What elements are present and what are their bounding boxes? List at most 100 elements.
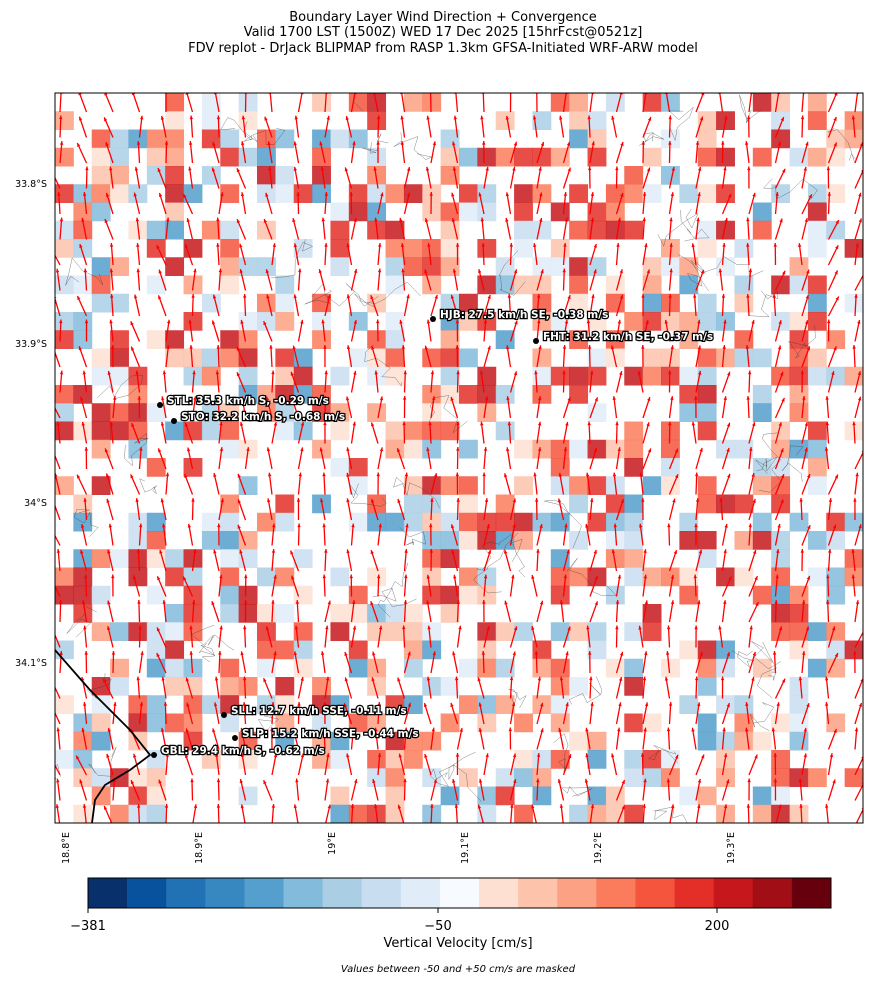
shading-cell	[330, 805, 349, 824]
shading-cell	[404, 257, 423, 276]
shading-cell	[734, 714, 753, 733]
shading-cell	[477, 403, 496, 422]
shading-cell	[606, 184, 625, 203]
shading-cell	[845, 239, 864, 258]
wind-arrow-head	[827, 167, 830, 171]
shading-cell	[588, 111, 607, 130]
lon-tick-label: 18.8°E	[61, 832, 72, 864]
wind-arrow-head	[779, 219, 782, 223]
shading-cell	[551, 659, 570, 678]
shading-cell	[514, 239, 533, 258]
shading-cell	[734, 239, 753, 258]
shading-cell	[257, 568, 276, 587]
wind-arrow-head	[721, 141, 724, 145]
wind-arrow-head	[113, 396, 116, 400]
shading-cell	[404, 750, 423, 769]
shading-cell	[275, 349, 294, 368]
shading-cell	[661, 768, 680, 787]
wind-arrow-head	[859, 703, 862, 707]
shading-cell	[386, 440, 405, 459]
shading-cell	[808, 239, 827, 258]
shading-cell	[55, 239, 74, 258]
shading-cell	[459, 495, 478, 514]
shading-cell	[92, 367, 111, 386]
shading-cell	[110, 148, 129, 167]
wind-arrow-head	[567, 397, 570, 401]
shading-cell	[532, 659, 551, 678]
shading-cell	[92, 148, 111, 167]
shading-cell	[679, 276, 698, 295]
shading-cell	[165, 148, 184, 167]
shading-cell	[404, 622, 423, 641]
shading-cell	[588, 732, 607, 751]
shading-cell	[459, 695, 478, 714]
station-dot	[533, 338, 539, 344]
wind-arrow-head	[60, 218, 63, 222]
shading-cell	[753, 732, 772, 751]
shading-cell	[643, 476, 662, 495]
shading-cell	[147, 695, 166, 714]
shading-cell	[275, 166, 294, 185]
shading-cell	[294, 367, 313, 386]
shading-cell	[477, 367, 496, 386]
shading-cell	[514, 184, 533, 203]
shading-cell	[312, 312, 331, 331]
shading-cell	[826, 367, 845, 386]
wind-arrow-head	[159, 193, 162, 197]
shading-cell	[569, 130, 588, 149]
wind-arrow-head	[297, 498, 300, 502]
shading-cell	[514, 513, 533, 532]
shading-cell	[92, 130, 111, 149]
shading-cell	[514, 805, 533, 824]
shading-cell	[477, 276, 496, 295]
shading-cell	[569, 568, 588, 587]
shading-cell	[422, 677, 441, 696]
wind-arrow-head	[353, 90, 356, 94]
shading-cell	[734, 294, 753, 313]
shading-cell	[459, 659, 478, 678]
shading-cell	[569, 367, 588, 386]
shading-cell	[698, 385, 717, 404]
shading-cell	[422, 622, 441, 641]
wind-arrow-head	[801, 116, 804, 120]
shading-cell	[514, 714, 533, 733]
shading-cell	[790, 732, 809, 751]
wind-arrow-head	[669, 702, 672, 706]
wind-arrow-head	[324, 243, 327, 247]
shading-cell	[716, 659, 735, 678]
shading-cell	[367, 330, 386, 349]
shading-cell	[422, 568, 441, 587]
shading-cell	[73, 385, 92, 404]
shading-cell	[330, 458, 349, 477]
shading-cell	[569, 221, 588, 240]
shading-cell	[808, 203, 827, 222]
shading-cell	[698, 732, 717, 751]
lon-tick-label: 18.9°E	[194, 832, 205, 864]
wind-arrow-head	[567, 295, 570, 299]
shading-cell	[147, 659, 166, 678]
wind-arrow-head	[825, 396, 828, 400]
shading-cell	[92, 257, 111, 276]
shading-cell	[753, 805, 772, 824]
shading-cell	[624, 495, 643, 514]
shading-cell	[477, 148, 496, 167]
shading-cell	[716, 568, 735, 587]
shading-cell	[92, 695, 111, 714]
shading-cell	[826, 659, 845, 678]
shading-cell	[790, 385, 809, 404]
shading-cell	[496, 257, 515, 276]
shading-cell	[624, 677, 643, 696]
shading-cell	[92, 349, 111, 368]
wind-arrow-head	[746, 396, 749, 400]
station-dot	[232, 735, 238, 741]
shading-cell	[165, 257, 184, 276]
shading-cell	[551, 367, 570, 386]
wind-arrow-head	[51, 678, 54, 682]
wind-arrow-head	[669, 218, 672, 222]
shading-cell	[330, 257, 349, 276]
shading-cell	[643, 148, 662, 167]
shading-cell	[790, 513, 809, 532]
wind-arrow-head	[189, 345, 192, 349]
shading-cell	[808, 531, 827, 550]
shading-cell	[808, 422, 827, 441]
